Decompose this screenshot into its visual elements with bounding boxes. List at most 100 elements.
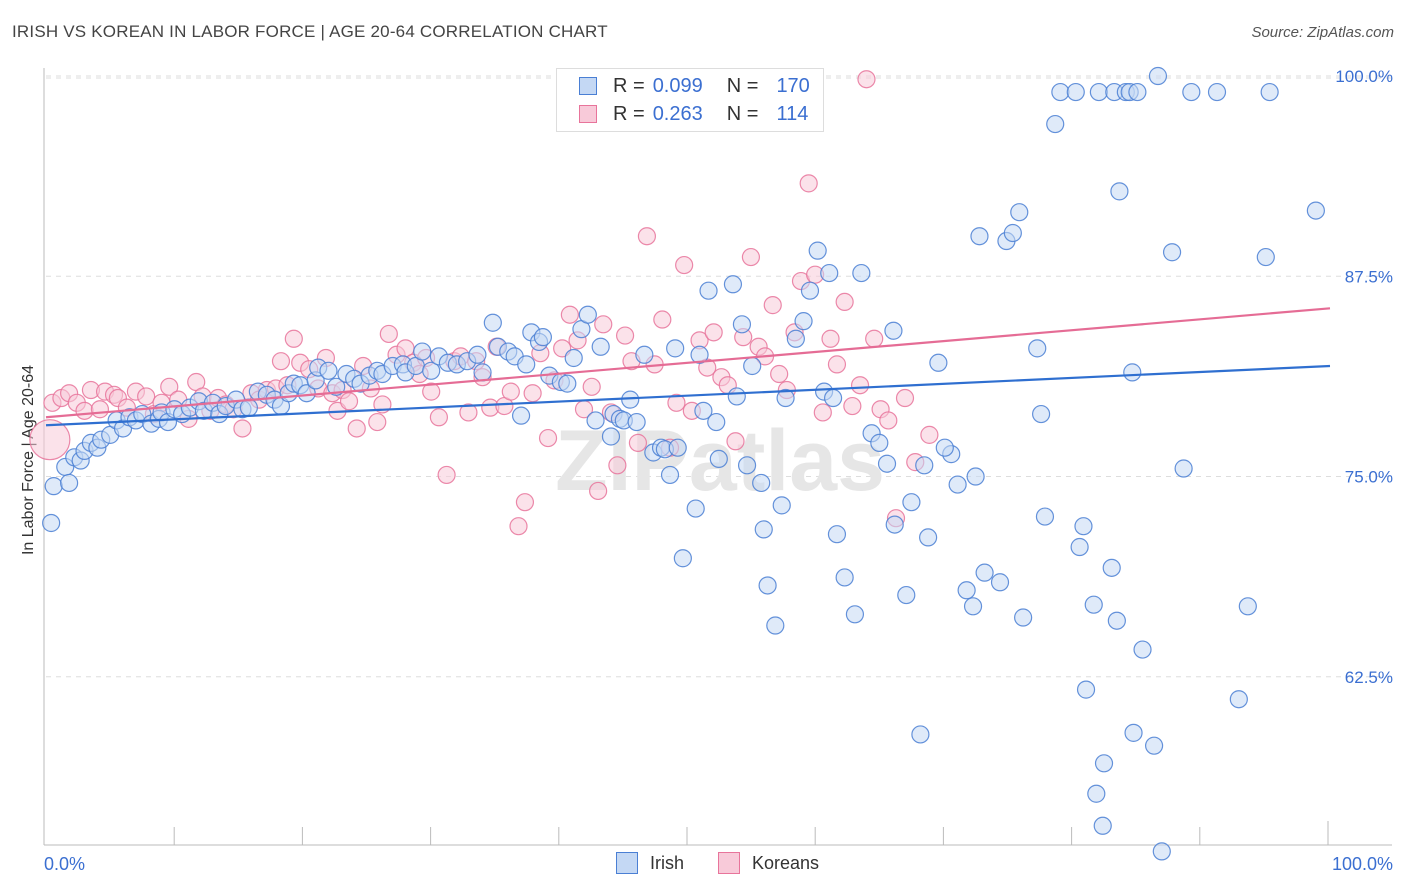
y-tick-label-2: 75.0% xyxy=(1345,468,1393,487)
irish-point xyxy=(737,456,757,475)
irish-point xyxy=(1051,82,1070,102)
irish-point xyxy=(935,438,954,457)
irish-point xyxy=(1046,114,1065,134)
koreans-point xyxy=(763,296,782,315)
legend-irish-r-value: 0.099 xyxy=(652,74,703,97)
legend-row-irish: R = 0.099 N = 170 xyxy=(579,73,810,99)
koreans-point xyxy=(615,326,635,345)
series-irish-points xyxy=(42,66,1325,861)
koreans-point xyxy=(857,70,876,89)
koreans-point xyxy=(422,382,441,401)
irish-point xyxy=(591,337,610,356)
koreans-point xyxy=(160,377,179,396)
irish-point xyxy=(1070,537,1089,557)
irish-point xyxy=(44,477,63,496)
koreans-point xyxy=(137,387,156,406)
irish-point xyxy=(929,353,948,372)
koreans-point xyxy=(813,403,832,422)
irish-point xyxy=(776,388,795,408)
irish-point xyxy=(897,585,916,605)
koreans-point xyxy=(515,493,535,512)
irish-point xyxy=(601,427,621,446)
koreans-point xyxy=(589,481,608,501)
irish-point xyxy=(709,449,728,469)
irish-point xyxy=(870,433,889,452)
koreans-point xyxy=(437,465,456,485)
koreans-point xyxy=(594,315,613,334)
irish-point xyxy=(1162,243,1182,262)
trend-lines xyxy=(45,307,1331,427)
koreans-point xyxy=(667,393,686,412)
irish-point xyxy=(919,528,938,547)
irish-swatch xyxy=(579,77,597,95)
irish-point xyxy=(635,345,654,364)
irish-point xyxy=(823,388,843,408)
irish-point xyxy=(1093,816,1112,835)
koreans-point xyxy=(29,419,71,461)
irish-point xyxy=(1102,558,1121,577)
koreans-swatch xyxy=(579,105,597,123)
irish-point xyxy=(673,549,692,568)
irish-point xyxy=(827,525,847,544)
irish-point xyxy=(1087,784,1106,803)
irish-point xyxy=(1010,203,1029,222)
koreans-point xyxy=(368,412,387,432)
legend-koreans-r-label: R = xyxy=(613,102,645,125)
irish-point xyxy=(413,342,432,361)
irish-point xyxy=(42,513,61,533)
irish-point xyxy=(1035,507,1055,526)
koreans-point xyxy=(850,376,870,395)
irish-point xyxy=(1148,66,1168,86)
koreans-point xyxy=(799,174,818,193)
koreans-point xyxy=(339,392,359,411)
irish-point xyxy=(699,281,718,300)
koreans-point xyxy=(637,227,657,246)
irish-point xyxy=(707,412,726,432)
irish-point xyxy=(468,345,487,364)
irish-point xyxy=(297,384,316,403)
irish-point xyxy=(723,275,743,294)
irish-point xyxy=(694,401,713,420)
irish-point xyxy=(1031,404,1051,424)
irish-point xyxy=(948,475,967,494)
irish-point xyxy=(1066,82,1085,102)
irish-point xyxy=(60,473,79,493)
koreans-point xyxy=(75,401,94,420)
irish-point xyxy=(975,563,994,582)
irish-point xyxy=(1123,363,1142,382)
legend-irish-n-value: 170 xyxy=(776,74,810,97)
irish-point xyxy=(666,339,685,358)
irish-point xyxy=(957,581,976,600)
irish-trend-line xyxy=(45,364,1331,427)
koreans-point xyxy=(741,247,761,267)
irish-point xyxy=(966,467,985,486)
koreans-point xyxy=(459,403,478,422)
koreans-point xyxy=(608,456,627,475)
irish-point xyxy=(1074,517,1093,536)
koreans-point xyxy=(827,355,847,374)
irish-point xyxy=(1028,339,1047,358)
koreans-point xyxy=(582,377,601,396)
koreans-point xyxy=(271,352,291,371)
koreans-point xyxy=(726,432,745,451)
irish-point xyxy=(1229,690,1248,709)
bottom-koreans-swatch xyxy=(718,852,740,874)
irish-point xyxy=(1014,608,1033,627)
x-tick-label-1: 100.0% xyxy=(1332,854,1393,874)
irish-point xyxy=(564,348,583,368)
irish-point xyxy=(578,305,597,324)
legend-row-koreans: R = 0.263 N = 114 xyxy=(579,101,808,127)
legend-koreans-n-label: N = xyxy=(726,102,759,125)
irish-point xyxy=(1152,842,1171,861)
irish-point xyxy=(690,345,709,364)
irish-point xyxy=(884,321,903,340)
tick-labels: 100.0% 87.5% 75.0% 62.5% 0.0% 100.0% xyxy=(44,67,1393,874)
koreans-point xyxy=(704,323,723,342)
irish-point xyxy=(1084,595,1103,614)
irish-point xyxy=(820,263,839,283)
bottom-irish-label: Irish xyxy=(650,852,685,873)
legend-koreans-n-value: 114 xyxy=(776,102,809,125)
irish-point xyxy=(915,456,934,475)
koreans-point xyxy=(843,396,862,416)
